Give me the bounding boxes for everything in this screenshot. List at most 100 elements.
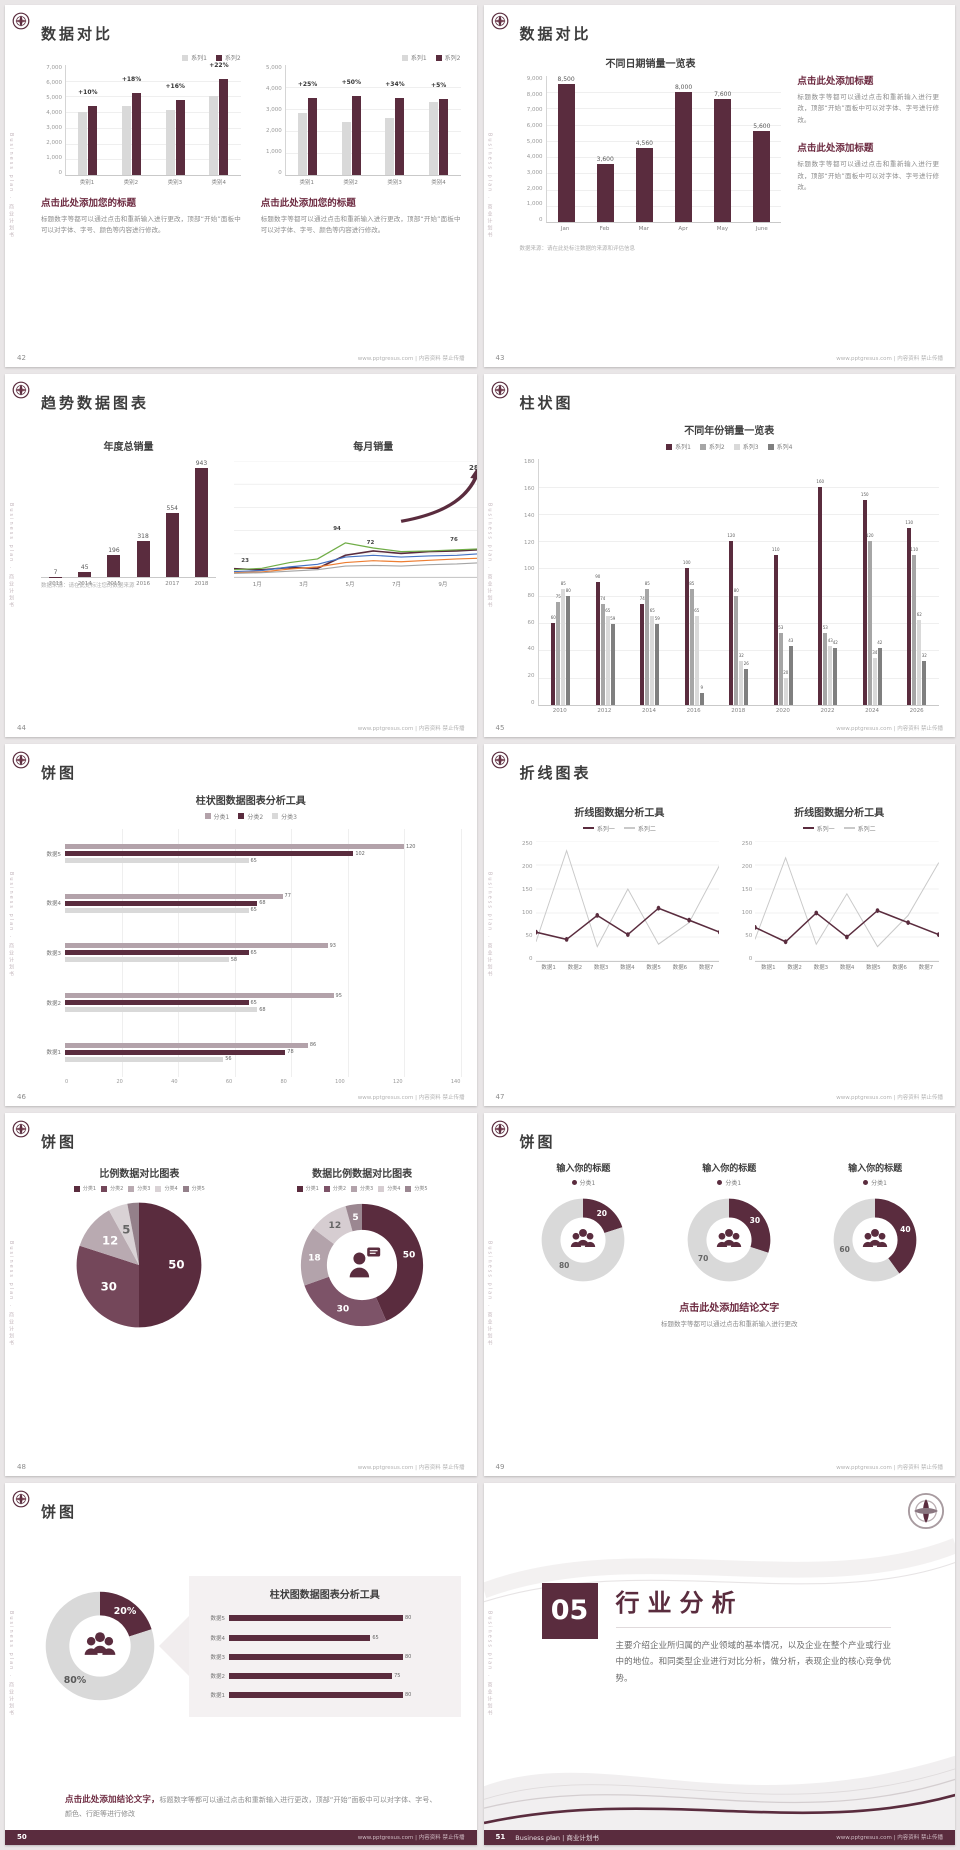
slide-48[interactable]: Business plan . 商业计划书 饼图 比例数据对比图表 分类1 分类2… [5,1113,477,1476]
slide-content: 不同日期销量一览表 9,000 8,000 7,000 6,000 5,000 4,000… [520,53,940,347]
horizontal-bar-chart: 数据5 120 102 65 数据4 77 68 65 数据3 93 65 58 数据2 95 65 68 数据… [41,828,462,1086]
svg-text:50: 50 [169,1258,185,1272]
slide-42[interactable]: Business plan . 商业计划书 数据对比 系列1 系列2 7,000 6… [5,5,477,368]
chart-title: 输入你的标题 [556,1164,611,1175]
brand-logo-icon [12,1490,30,1508]
chart-title: 柱状图数据图表分析工具 [195,795,306,807]
line-chart-column-left: 折线图数据分析工具 系列一 系列二 250 200 150 100 50 0 数据1 数据2 数据… [520,804,720,1086]
pie-column: 比例数据对比图表 分类1 分类2 分类3 分类4 分类5 50 30 12 5 [41,1165,238,1455]
donut-row: 输入你的标题 分类1 20 80 输入你的标题 分类1 30 70 输入你的标题 分… [520,1161,940,1287]
page-number: 50 [17,1833,27,1842]
chart-title: 年度总销量 [103,442,154,454]
legend-item: 分类1 [571,1178,595,1187]
people-icon [717,1229,742,1248]
section-header: 05 行业分析 主要介绍企业所归属的产业领域的基本情况，以及企业在整个产业或行业… [541,1582,891,1688]
slide-title: 数据对比 [519,25,592,43]
chart-legend: 系列1 系列2 [261,53,461,62]
chart-title: 不同年份销量一览表 [684,426,775,438]
footer-url: www.pptgresus.com | 内容资料 禁止传播 [836,1095,943,1102]
donut-item-3: 输入你的标题 分类1 40 60 [811,1161,939,1287]
svg-text:80%: 80% [64,1675,87,1686]
legend-item: 分类1 [73,1185,96,1192]
brand-logo-icon [491,1120,509,1138]
people-icon [571,1229,596,1248]
page-number: 49 [495,1462,505,1471]
block-heading: 点击此处添加标题 [797,143,874,155]
chart-legend: 分类1 分类2 分类3 分类4 分类5 [296,1185,428,1192]
footer-url: www.pptgresus.com | 内容资料 禁止传播 [357,1095,465,1102]
svg-text:50: 50 [403,1251,416,1261]
slide-49[interactable]: Business plan . 商业计划书 饼图 输入你的标题 分类1 20 80… [483,1113,955,1476]
slide-footer: 47 www.pptgresus.com | 内容资料 禁止传播 [496,1093,944,1101]
line-chart: 23947276287201820152018201620131月3月5月7月9… [234,461,477,589]
slide-46[interactable]: Business plan . 商业计划书 饼图 柱状图数据图表分析工具 分类1… [5,743,477,1107]
donut-chart: 20% 80% [41,1587,159,1705]
donut-column: 数据比例数据对比图表 分类1 分类2 分类3 分类4 分类5 50 30 18 12 5 [264,1165,461,1455]
svg-text:40: 40 [900,1225,910,1234]
page-number: 45 [495,723,505,732]
chart-title: 数据比例数据对比图表 [312,1169,413,1181]
svg-text:30: 30 [750,1216,760,1225]
legend-item: 系列1 [401,53,427,62]
conclusion-sub: 标题数字等都可以通过点击和重新输入进行更改，顶部“开始”面板中可以对字体、字号、… [65,1796,437,1819]
chart-title: 输入你的标题 [702,1164,757,1175]
chart-title: 输入你的标题 [848,1164,903,1175]
line-chart-column-right: 折线图数据分析工具 系列一 系列二 250 200 150 100 50 0 数据1 数据2 数据… [739,804,939,1086]
chart-legend: 分类1 [717,1178,741,1187]
footer-url: www.pptgresus.com | 内容资料 禁止传播 [357,725,465,732]
slide-51[interactable]: Business plan . 商业计划书 05 行业分析 主要介绍企业所归属的… [483,1482,955,1845]
legend-item: 分类3 [128,1185,150,1192]
legend-item: 分类4 [378,1185,400,1192]
chart-title: 不同日期销量一览表 [605,59,696,70]
footer-url: www.pptgresus.com | 内容资料 禁止传播 [357,1835,465,1842]
legend-item: 分类5 [405,1185,428,1192]
slide-content: 单位：个 in'000 units 年度总销量 7451963185549432… [41,422,477,589]
line-chart: 250 200 150 100 50 0 数据1 数据2 数据3 数据4 数据5 数据6 数据7 [520,840,720,973]
block-body: 标题数字等都可以通过点击和重新输入进行更改，顶部“开始”面板中可以对字体、字号、… [260,215,461,235]
slide-footer: 43 www.pptgresus.com | 内容资料 禁止传播 [496,354,944,362]
line-chart: 250 200 150 100 50 0 数据1 数据2 数据3 数据4 数据5 数据6 数据7 [739,840,939,973]
svg-text:5: 5 [123,1222,131,1236]
page-number: 48 [17,1462,26,1471]
sidebar-watermark: Business plan . 商业计划书 [8,1610,14,1717]
conclusion-heading: 点击此处添加结论文字 [679,1303,780,1315]
slide-47[interactable]: Business plan . 商业计划书 折线图表 折线图数据分析工具 系列一… [483,743,955,1107]
sidebar-watermark: Business plan . 商业计划书 [486,502,493,609]
slide-45[interactable]: Business plan . 商业计划书 柱状图 不同年份销量一览表 系列1 系… [483,374,955,737]
sidebar-watermark: Business plan . 商业计划书 [8,133,14,240]
slide-44[interactable]: Business plan . 商业计划书 趋势数据图表 单位：个 in'000… [5,374,477,737]
legend-item: 系列3 [733,442,759,451]
slide-43[interactable]: Business plan . 商业计划书 数据对比 不同日期销量一览表 9,0… [483,5,955,368]
brand-logo-icon [907,1492,945,1530]
slide-footer: 50 www.pptgresus.com | 内容资料 禁止传播 [5,1829,477,1845]
sidebar-watermark: Business plan . 商业计划书 [486,1610,493,1717]
brand-logo-icon [491,381,509,399]
sidebar-watermark: Business plan . 商业计划书 [8,1241,14,1348]
block-body: 标题数字等都可以通过点击和重新输入进行更改，顶部“开始”面板中可以对字体、字号进… [797,93,939,124]
slide-footer: 48 www.pptgresus.com | 内容资料 禁止传播 [17,1463,465,1471]
slide-footer: 51 Business plan | 商业计划书 www.pptgresus.c… [483,1829,955,1845]
chart-title: 每月销量 [353,442,394,454]
svg-text:12: 12 [102,1234,118,1248]
slide-content: 系列1 系列2 7,000 6,000 5,000 4,000 3,000 2,000 1,0… [41,53,461,347]
chart-column-right: 系列1 系列2 5,000 4,000 3,000 2,000 1,000 0 +25% +50… [261,53,461,347]
analysis-panel: 柱状图数据图表分析工具 数据5 80 数据4 65 数据3 80 数据2 75 数据1 80 [189,1575,461,1717]
legend-item: 系列1 [666,442,691,451]
chart-title: 折线图数据分析工具 [794,807,885,819]
legend-item: 系列2 [699,442,725,451]
brand-logo-icon [491,12,509,30]
block-body: 标题数字等都可以通过点击和重新输入进行更改，顶部“开始”面板中可以对字体、字号进… [797,160,939,191]
slide-footer: 46 www.pptgresus.com | 内容资料 禁止传播 [17,1093,465,1101]
section-title: 行业分析 [615,1583,891,1628]
block-heading: 点击此处添加您的标题 [260,198,356,209]
text-block: 点击此处添加标题 标题数字等都可以通过点击和重新输入进行更改，顶部“开始”面板中… [797,73,939,126]
footer-label: Business plan | 商业计划书 [515,1834,599,1843]
slide-content: 20% 80% 柱状图数据图表分析工具 数据5 80 数据4 65 数据3 80 数据2 75 数… [41,1531,461,1825]
donut-chart: 20 80 [536,1193,630,1287]
page-number: 44 [17,723,26,732]
svg-text:30: 30 [101,1280,117,1294]
legend-item: 分类2 [101,1185,123,1192]
slide-50[interactable]: Business plan . 商业计划书 饼图 20% 80% 柱状图数据图表分… [5,1482,477,1845]
grouped-bar-chart: 7,000 6,000 5,000 4,000 3,000 2,000 1,000 0 +10%… [41,62,241,187]
slide-title: 柱状图 [519,394,574,413]
